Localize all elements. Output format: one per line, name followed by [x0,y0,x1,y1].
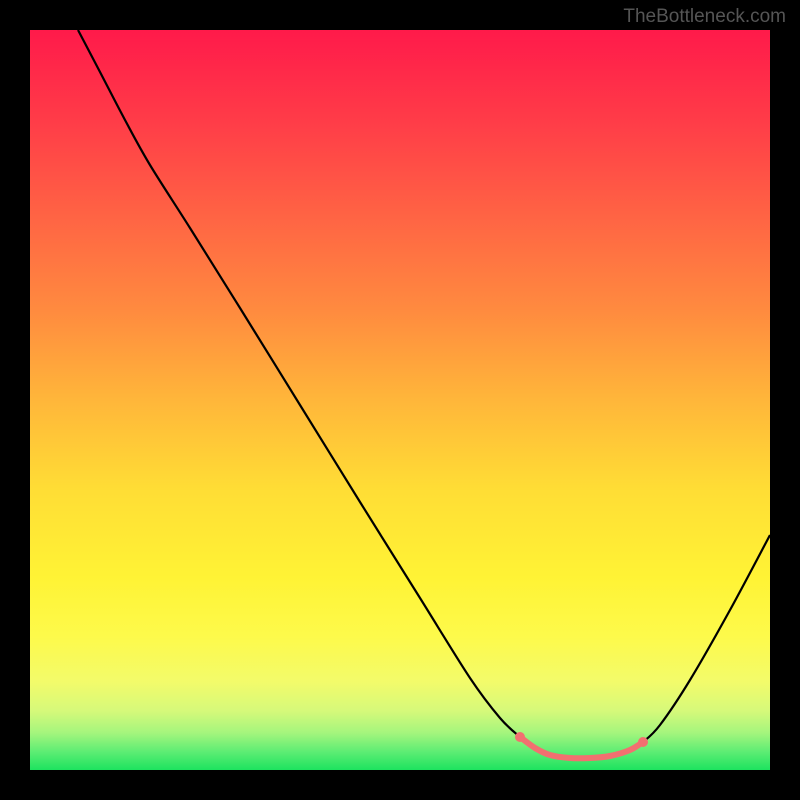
plot-area [30,30,770,770]
bottleneck-curve [78,30,770,758]
watermark-text: TheBottleneck.com [623,6,786,28]
curve-layer [30,30,770,770]
optimal-range-highlight [520,737,643,758]
